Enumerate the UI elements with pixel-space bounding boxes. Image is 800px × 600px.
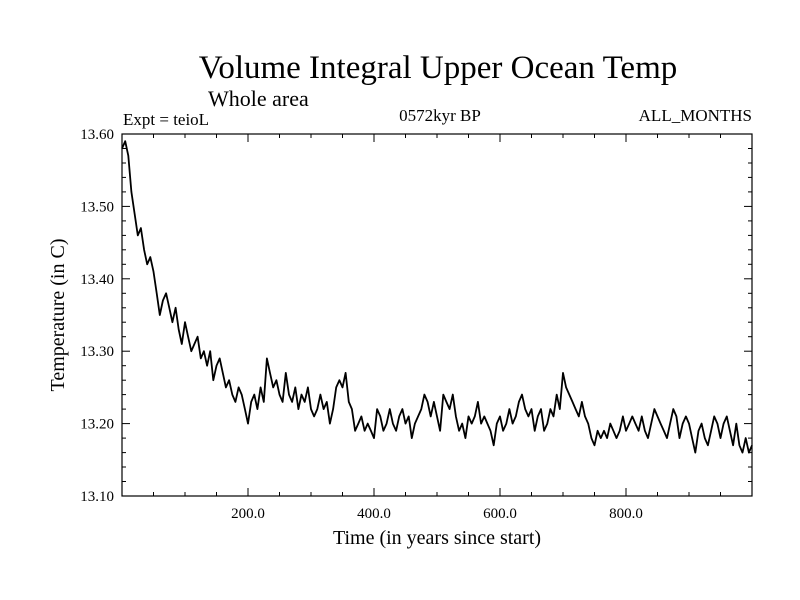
- y-tick-label: 13.10: [80, 489, 114, 505]
- y-tick-label: 13.30: [80, 344, 114, 360]
- x-tick-label: 400.0: [357, 506, 391, 522]
- y-axis-label: Temperature (in C): [47, 239, 69, 392]
- x-axis-label: Time (in years since start): [333, 527, 541, 549]
- period-label: 0572kyr BP: [399, 106, 481, 125]
- y-tick-label: 13.50: [80, 199, 114, 215]
- chart-title: Volume Integral Upper Ocean Temp: [199, 50, 677, 86]
- chart-subtitle: Whole area: [208, 86, 309, 111]
- y-tick-label: 13.20: [80, 417, 114, 433]
- series-line: [121, 140, 753, 454]
- plot-area: 13.10 13.20 13.30 13.40 13.50 13.60 200.0 400.0…: [80, 127, 753, 522]
- plot-frame: [121, 133, 753, 497]
- experiment-label: Expt = teioL: [123, 110, 209, 129]
- y-tick-label: 13.60: [80, 127, 114, 143]
- months-label: ALL_MONTHS: [639, 106, 752, 125]
- x-tick-label: 800.0: [609, 506, 643, 522]
- x-tick-label: 600.0: [483, 506, 517, 522]
- x-tick-label: 200.0: [231, 506, 265, 522]
- y-tick-label: 13.40: [80, 272, 114, 288]
